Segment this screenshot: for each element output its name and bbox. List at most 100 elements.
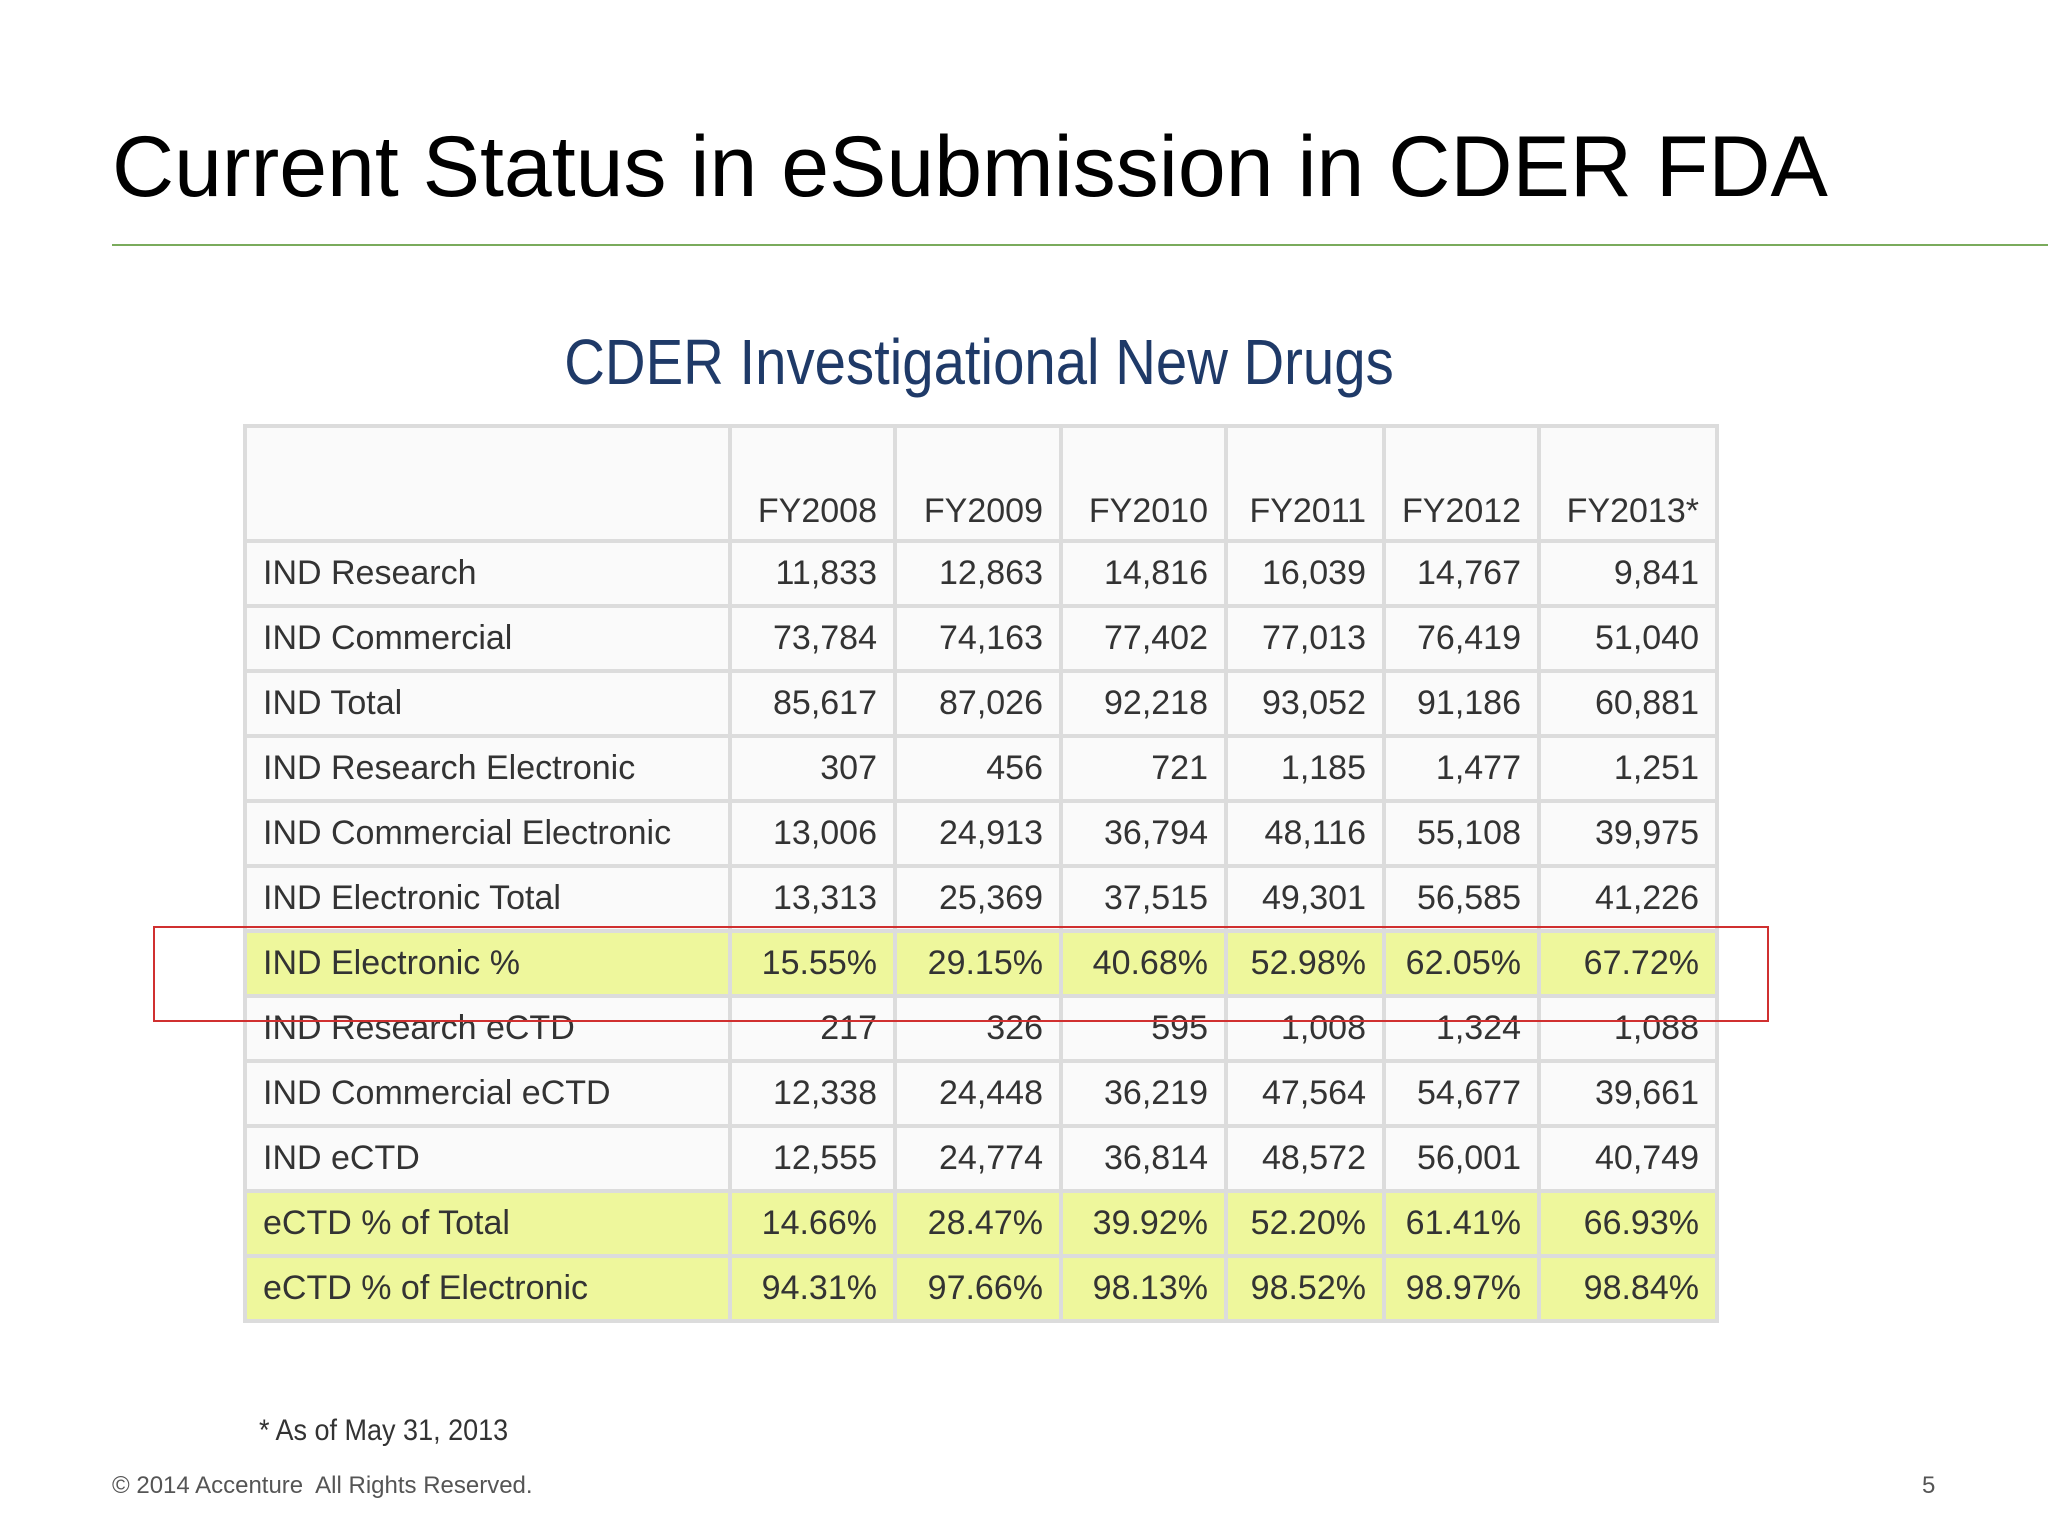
cell-value: 326: [893, 994, 1063, 1063]
cell-value: 48,116: [1224, 799, 1386, 868]
cell-value: 29.15%: [893, 929, 1063, 998]
row-label: IND Commercial Electronic: [243, 799, 732, 868]
row-label: IND Research eCTD: [243, 994, 732, 1063]
cell-value: 66.93%: [1537, 1189, 1719, 1258]
cell-value: 36,814: [1059, 1124, 1228, 1193]
table-row: IND Research eCTD 217 326 595 1,008 1,324 1,08…: [243, 994, 1719, 1063]
cell-value: 14.66%: [728, 1189, 897, 1258]
cell-value: 91,186: [1382, 669, 1541, 738]
table-title: CDER Investigational New Drugs: [564, 326, 1394, 398]
cell-value: 62.05%: [1382, 929, 1541, 998]
cell-value: 49,301: [1224, 864, 1386, 933]
cell-value: 98.97%: [1382, 1254, 1541, 1323]
cell-value: 73,784: [728, 604, 897, 673]
cell-value: 456: [893, 734, 1063, 803]
cell-value: 39,975: [1537, 799, 1719, 868]
column-header: FY2012: [1382, 424, 1541, 543]
copyright: © 2014 Accenture All Rights Reserved.: [112, 1472, 533, 1499]
cell-value: 36,219: [1059, 1059, 1228, 1128]
cell-value: 9,841: [1537, 539, 1719, 608]
table-row: IND Electronic Total 13,313 25,369 37,515 49…: [243, 864, 1719, 933]
row-label: IND eCTD: [243, 1124, 732, 1193]
cell-value: 47,564: [1224, 1059, 1386, 1128]
cell-value: 1,324: [1382, 994, 1541, 1063]
cell-value: 1,088: [1537, 994, 1719, 1063]
cell-value: 24,774: [893, 1124, 1063, 1193]
cell-value: 56,001: [1382, 1124, 1541, 1193]
cell-value: 48,572: [1224, 1124, 1386, 1193]
row-label: IND Research Electronic: [243, 734, 732, 803]
cell-value: 97.66%: [893, 1254, 1063, 1323]
cell-value: 12,338: [728, 1059, 897, 1128]
column-header: FY2011: [1224, 424, 1386, 543]
cell-value: 14,767: [1382, 539, 1541, 608]
cell-value: 94.31%: [728, 1254, 897, 1323]
cell-value: 52.20%: [1224, 1189, 1386, 1258]
table-row: IND Commercial eCTD 12,338 24,448 36,219 47,…: [243, 1059, 1719, 1128]
cell-value: 24,913: [893, 799, 1063, 868]
cell-value: 28.47%: [893, 1189, 1063, 1258]
row-label: IND Commercial: [243, 604, 732, 673]
cell-value: 24,448: [893, 1059, 1063, 1128]
cell-value: 12,863: [893, 539, 1063, 608]
cell-value: 37,515: [1059, 864, 1228, 933]
cell-value: 77,013: [1224, 604, 1386, 673]
cell-value: 41,226: [1537, 864, 1719, 933]
cell-value: 60,881: [1537, 669, 1719, 738]
table-body: IND Research 11,833 12,863 14,816 16,039 14,7…: [243, 539, 1719, 1323]
cell-value: 12,555: [728, 1124, 897, 1193]
cell-value: 92,218: [1059, 669, 1228, 738]
footnote: * As of May 31, 2013: [259, 1414, 509, 1447]
cell-value: 39,661: [1537, 1059, 1719, 1128]
cell-value: 1,008: [1224, 994, 1386, 1063]
title-rule: [112, 244, 2048, 246]
cell-value: 40.68%: [1059, 929, 1228, 998]
cell-value: 67.72%: [1537, 929, 1719, 998]
cell-value: 13,006: [728, 799, 897, 868]
row-label: eCTD % of Total: [243, 1189, 732, 1258]
table-row: IND Research Electronic 307 456 721 1,185 1,4…: [243, 734, 1719, 803]
row-label: IND Commercial eCTD: [243, 1059, 732, 1128]
cell-value: 40,749: [1537, 1124, 1719, 1193]
table-row: eCTD % of Total 14.66% 28.47% 39.92% 52.20% 6…: [243, 1189, 1719, 1258]
cell-value: 87,026: [893, 669, 1063, 738]
table-row: IND Electronic % 15.55% 29.15% 40.68% 52.98%…: [243, 929, 1719, 998]
row-label: IND Electronic %: [243, 929, 732, 998]
cell-value: 61.41%: [1382, 1189, 1541, 1258]
row-label: IND Total: [243, 669, 732, 738]
cell-value: 76,419: [1382, 604, 1541, 673]
highlight-box: [153, 926, 1769, 1022]
row-label: eCTD % of Electronic: [243, 1254, 732, 1323]
cell-value: 51,040: [1537, 604, 1719, 673]
cell-value: 52.98%: [1224, 929, 1386, 998]
cell-value: 98.52%: [1224, 1254, 1386, 1323]
cell-value: 54,677: [1382, 1059, 1541, 1128]
table-row: IND Commercial 73,784 74,163 77,402 77,013 76…: [243, 604, 1719, 673]
corner-cell: [243, 424, 732, 543]
page-number: 5: [1922, 1472, 1936, 1499]
cell-value: 98.84%: [1537, 1254, 1719, 1323]
table-row: IND eCTD 12,555 24,774 36,814 48,572 56,001 40…: [243, 1124, 1719, 1193]
cell-value: 217: [728, 994, 897, 1063]
column-header: FY2008: [728, 424, 897, 543]
table-row: IND Total 85,617 87,026 92,218 93,052 91,186 6…: [243, 669, 1719, 738]
row-label: IND Electronic Total: [243, 864, 732, 933]
data-table: FY2008 FY2009 FY2010 FY2011 FY2012 FY2013* IN…: [243, 424, 1719, 1323]
cell-value: 77,402: [1059, 604, 1228, 673]
cell-value: 14,816: [1059, 539, 1228, 608]
cell-value: 74,163: [893, 604, 1063, 673]
cell-value: 15.55%: [728, 929, 897, 998]
cell-value: 721: [1059, 734, 1228, 803]
cell-value: 595: [1059, 994, 1228, 1063]
cell-value: 56,585: [1382, 864, 1541, 933]
cell-value: 11,833: [728, 539, 897, 608]
cell-value: 13,313: [728, 864, 897, 933]
cell-value: 98.13%: [1059, 1254, 1228, 1323]
cell-value: 93,052: [1224, 669, 1386, 738]
cell-value: 1,477: [1382, 734, 1541, 803]
cell-value: 25,369: [893, 864, 1063, 933]
header-row: FY2008 FY2009 FY2010 FY2011 FY2012 FY2013*: [243, 424, 1719, 543]
cell-value: 39.92%: [1059, 1189, 1228, 1258]
column-header: FY2009: [893, 424, 1063, 543]
